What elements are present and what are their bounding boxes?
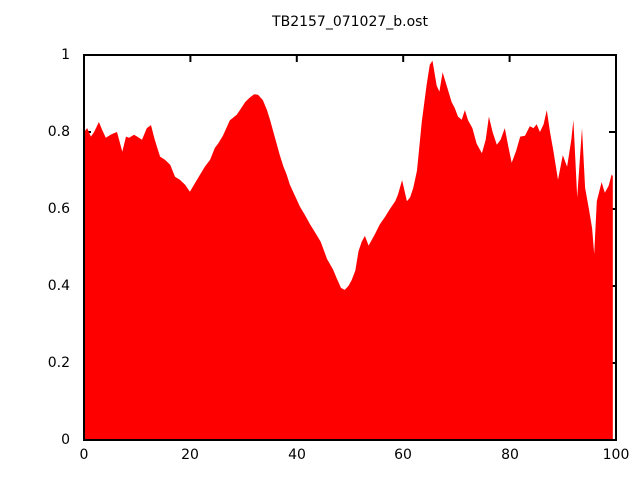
y-tick-label-1: 1 [61, 47, 70, 63]
x-tick-label-60: 60 [394, 447, 412, 463]
x-tick-label-80: 80 [501, 447, 519, 463]
y-tick-label-0.6: 0.6 [47, 201, 70, 217]
y-tick-label-0.2: 0.2 [47, 355, 70, 371]
chart-title: TB2157_071027_b.ost [272, 14, 428, 30]
plot-border [83, 54, 617, 441]
area-series [84, 60, 613, 440]
y-tick-label-0.4: 0.4 [47, 278, 70, 294]
y-tick-label-0: 0 [61, 432, 70, 448]
x-tick-label-100: 100 [602, 447, 630, 463]
x-tick-label-0: 0 [79, 447, 89, 463]
x-tick-label-40: 40 [288, 447, 306, 463]
x-tick-label-20: 20 [181, 447, 199, 463]
y-tick-label-0.8: 0.8 [47, 124, 70, 140]
